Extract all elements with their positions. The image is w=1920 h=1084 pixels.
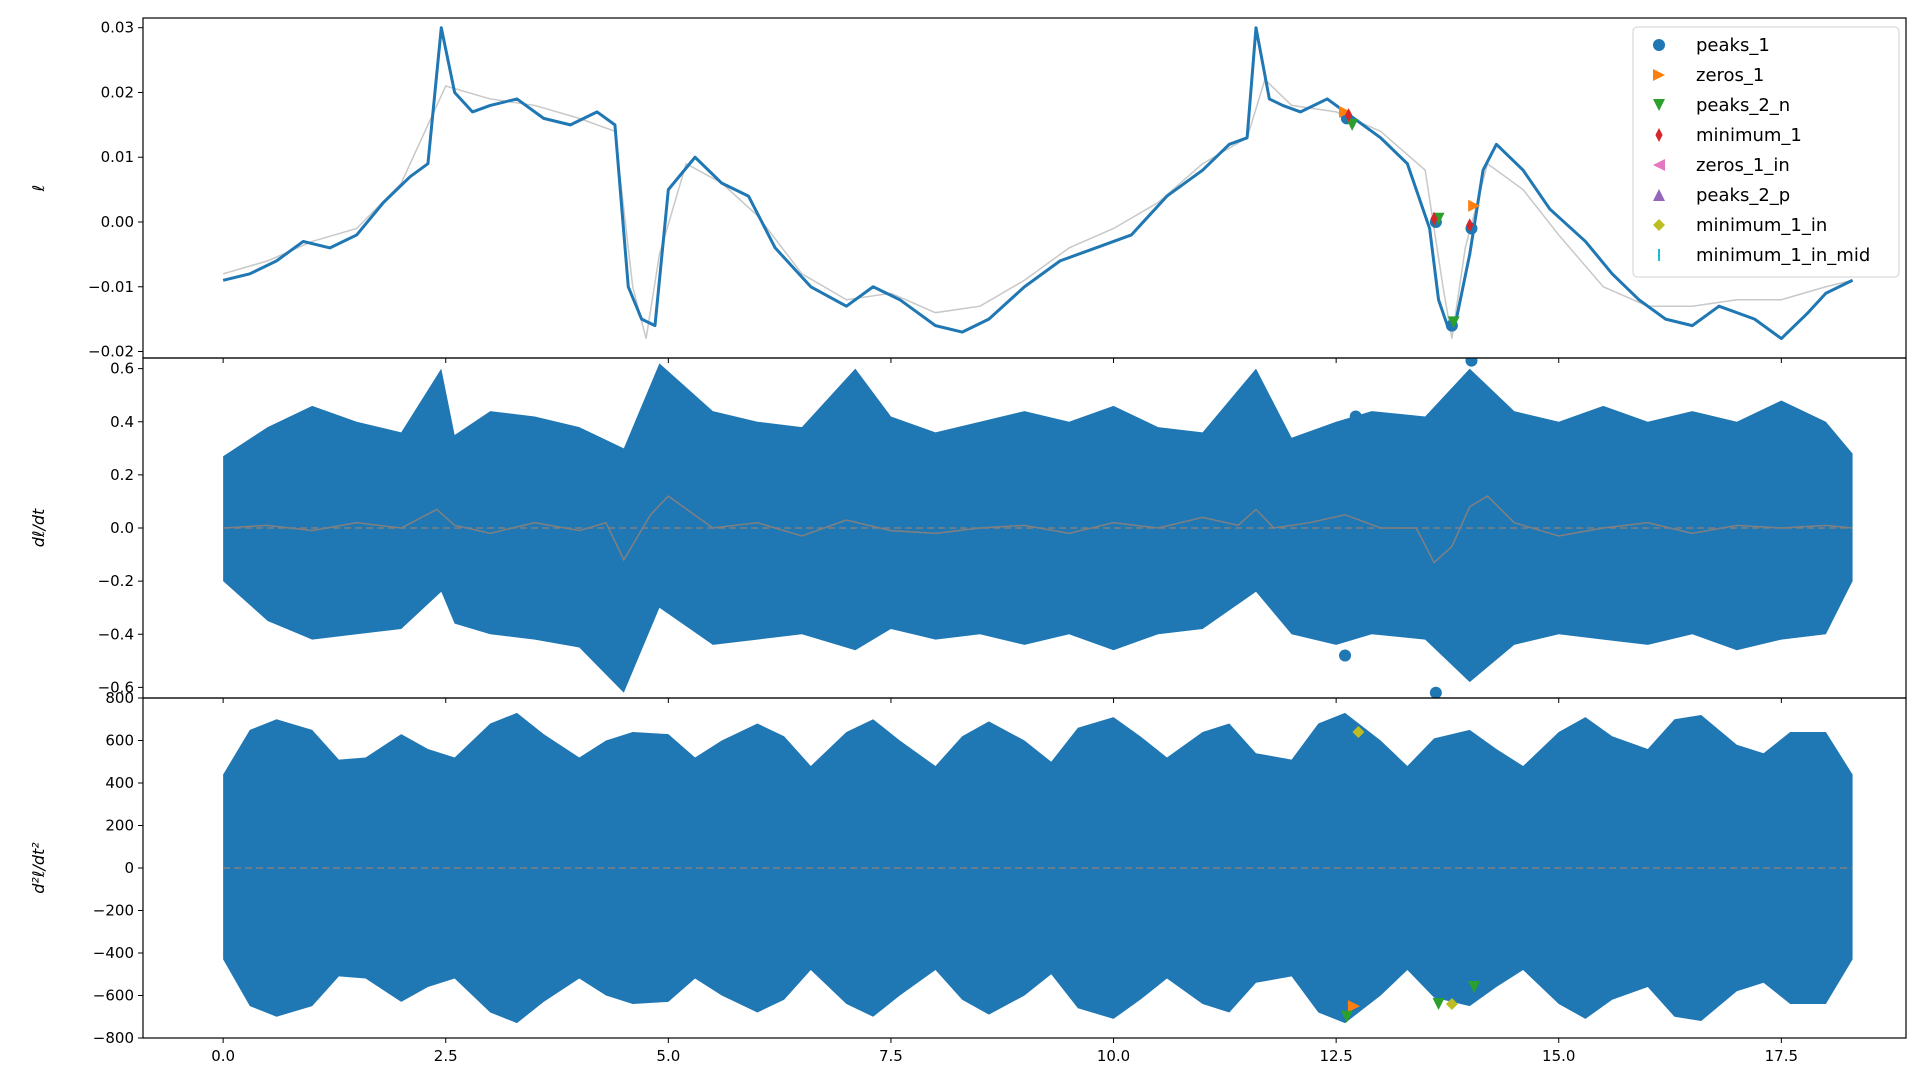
plot-area	[223, 358, 1853, 698]
legend-label: minimum_1	[1696, 125, 1802, 146]
marker-peaks_2_n	[1340, 1010, 1353, 1023]
series-smooth	[222, 78, 1853, 339]
y-tick-label: −600	[93, 987, 134, 1005]
x-tick-label: 15.0	[1542, 1047, 1575, 1065]
x-tick-label: 7.5	[879, 1047, 903, 1065]
legend-label: peaks_2_n	[1696, 95, 1790, 116]
y-tick-label: 0.6	[110, 360, 134, 378]
legend-label: peaks_1	[1696, 35, 1770, 56]
marker-minimum_1	[1430, 211, 1438, 226]
legend-marker	[1653, 39, 1665, 51]
legend-marker	[1653, 69, 1665, 81]
y-tick-label: −0.4	[98, 625, 134, 643]
legend-marker	[1653, 159, 1665, 171]
legend-label: minimum_1_in_mid	[1696, 245, 1870, 266]
panel-d2ell-dt2: −800 −600 −400 −200 0 200 400 600 800 0.0 2.5 5.0 7.…	[29, 689, 1907, 1065]
x-tick-label: 5.0	[656, 1047, 680, 1065]
x-tick-label: 2.5	[434, 1047, 458, 1065]
y-tick-label: −800	[93, 1029, 134, 1047]
y-tick-label: 0.01	[101, 148, 134, 166]
panel-dell-dt: −0.6 −0.4 −0.2 0.0 0.2 0.4 0.6 dℓ/dt	[29, 357, 1907, 703]
marker-peaks_2_n	[1447, 316, 1460, 329]
marker-zeros_1	[1468, 199, 1481, 212]
legend-label: peaks_2_p	[1696, 185, 1790, 206]
legend-marker	[1653, 219, 1665, 231]
marker-zeros_1	[1339, 105, 1352, 118]
y-tick-label: 800	[105, 689, 134, 707]
y-tick-label: 400	[105, 774, 134, 792]
panel-ell: −0.02 −0.01 0.00 0.01 0.02 0.03 ℓ	[29, 17, 1907, 363]
series-smooth	[223, 495, 1853, 564]
x-tick-label: 0.0	[211, 1047, 235, 1065]
y-tick-label: 0.0	[110, 519, 134, 537]
y-tick-label: 600	[105, 732, 134, 750]
marker-peaks_1	[1349, 410, 1362, 423]
y-tick-label: −200	[93, 902, 134, 920]
y-tick-label: −400	[93, 944, 134, 962]
y-tick-label: −0.6	[98, 678, 134, 696]
marker-peaks_2_n	[1432, 998, 1445, 1010]
y-tick-label: 0.2	[110, 466, 134, 484]
y-tick-label: 0	[124, 859, 134, 877]
marker-peaks_1	[1465, 358, 1478, 367]
marker-peaks_2_n	[1468, 981, 1481, 993]
y-axis-label: ℓ	[29, 185, 48, 193]
legend-marker	[1655, 128, 1663, 142]
legend-label: minimum_1_in	[1696, 215, 1827, 236]
y-tick-label: −0.02	[88, 343, 134, 361]
marker-peaks_1	[1339, 649, 1352, 662]
marker-peaks_2_n	[1346, 118, 1359, 131]
y-axis-label: dℓ/dt	[29, 508, 48, 547]
marker-minimum_1	[1345, 108, 1353, 123]
y-tick-label: −0.01	[88, 278, 134, 296]
marker-minimum_1_in	[1352, 726, 1365, 738]
plot-area	[223, 712, 1853, 1024]
legend-marker	[1653, 99, 1665, 111]
series-signal	[222, 26, 1854, 341]
plot-area	[222, 26, 1854, 341]
legend-label: zeros_1_in	[1696, 155, 1790, 176]
y-tick-label: −0.2	[98, 572, 134, 590]
marker-zeros_1	[1347, 1000, 1360, 1013]
legend-marker	[1653, 189, 1665, 201]
y-tick-label: 0.00	[101, 213, 134, 231]
y-tick-label: 0.4	[110, 413, 134, 431]
x-tick-label: 10.0	[1097, 1047, 1130, 1065]
legend-label: zeros_1	[1696, 65, 1764, 86]
y-tick-label: 0.02	[101, 83, 134, 101]
y-tick-label: 200	[105, 817, 134, 835]
legend-box	[1632, 26, 1900, 278]
legend: peaks_1 zeros_1 peaks_2_n minimum_1 zeros_1_…	[1632, 26, 1900, 278]
marker-minimum_1_in	[1445, 998, 1458, 1010]
x-tick-label: 12.5	[1319, 1047, 1352, 1065]
marker-minimum_1	[1466, 218, 1474, 233]
y-tick-label: 0.03	[101, 19, 134, 37]
y-axis-label: d²ℓ/dt²	[29, 842, 48, 894]
x-tick-label: 17.5	[1765, 1047, 1798, 1065]
marker-peaks_1	[1429, 686, 1442, 698]
